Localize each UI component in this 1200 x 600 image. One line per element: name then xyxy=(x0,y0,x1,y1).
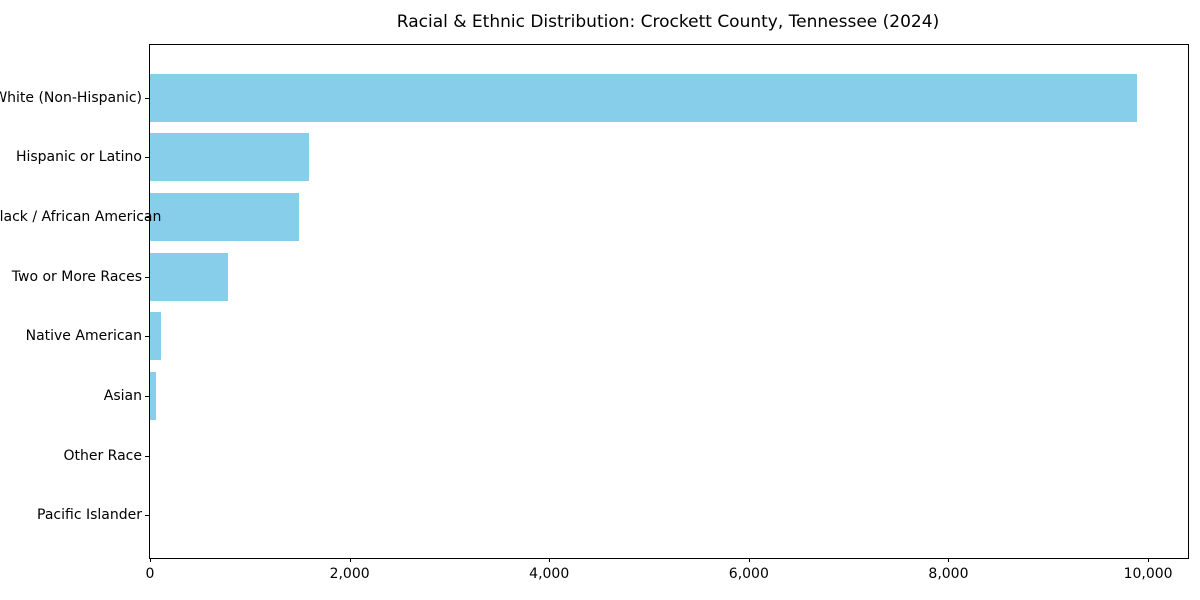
y-tick-mark xyxy=(145,515,150,517)
x-tick-label: 0 xyxy=(145,566,155,582)
y-tick-mark xyxy=(145,455,150,457)
y-tick-mark xyxy=(145,276,150,278)
bar-black-african-american xyxy=(150,192,299,241)
x-tick-label: 8,000 xyxy=(928,566,969,582)
plot-area: White (Non-Hispanic) Hispanic or Latino Bl… xyxy=(0,44,1189,582)
y-tick-label: Pacific Islander xyxy=(37,507,142,524)
y-tick-label: Black / African American xyxy=(0,208,162,225)
y-tick-mark xyxy=(145,396,150,397)
y-tick-mark xyxy=(145,216,150,218)
x-tick-mark xyxy=(549,558,551,562)
bar-two-or-more-races xyxy=(150,252,228,301)
x-tick-mark xyxy=(1148,558,1150,562)
y-tick-label: Asian xyxy=(103,388,142,404)
y-tick-mark xyxy=(145,336,150,338)
bar-white-non-hispanic xyxy=(150,73,1138,122)
x-tick-mark xyxy=(948,558,950,562)
x-tick-mark xyxy=(349,558,351,562)
y-tick-label: White (Non-Hispanic) xyxy=(0,89,142,106)
bar-native-american xyxy=(150,312,161,361)
y-tick-label: Hispanic or Latino xyxy=(15,149,142,166)
chart-title: Racial & Ethnic Distribution: Crockett C… xyxy=(396,12,940,32)
y-tick-mark xyxy=(145,157,150,159)
x-tick-mark xyxy=(150,558,151,562)
bar-asian xyxy=(150,372,157,420)
bar-hispanic-or-latino xyxy=(150,133,309,182)
x-tick-label: 10,000 xyxy=(1123,566,1173,582)
x-tick-label: 6,000 xyxy=(728,566,769,582)
y-tick-label: Other Race xyxy=(63,447,142,464)
y-tick-label: Native American xyxy=(25,328,142,345)
x-tick-mark xyxy=(748,558,750,562)
x-tick-label: 4,000 xyxy=(529,566,570,582)
x-tick-label: 2,000 xyxy=(329,566,370,582)
y-tick-label: Two or More Races xyxy=(11,268,142,285)
y-tick-mark xyxy=(145,97,150,99)
